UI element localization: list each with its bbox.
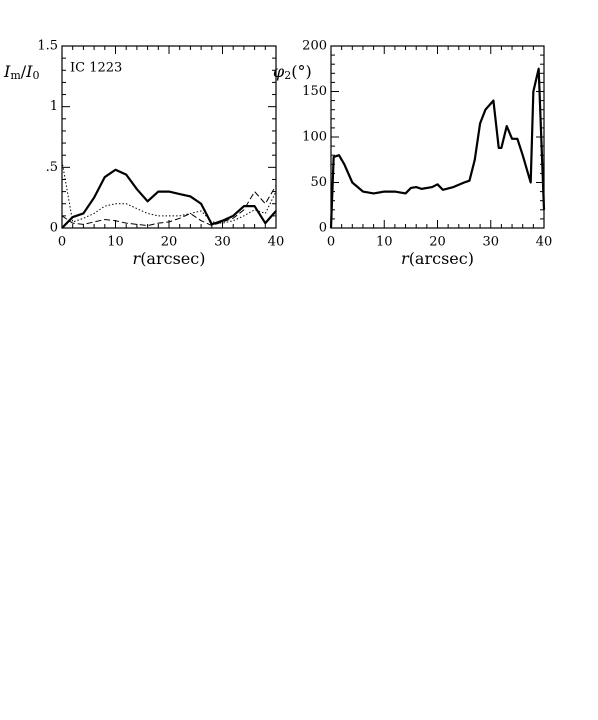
x-axis-label: r(arcsec) bbox=[133, 249, 206, 268]
y-tick-label: 0 bbox=[50, 221, 58, 236]
x-axis-label-part: r bbox=[401, 249, 410, 268]
y-tick-label: 100 bbox=[302, 130, 327, 145]
x-axis-label: r(arcsec) bbox=[401, 249, 474, 268]
x-axis-label-part: (arcsec) bbox=[140, 249, 205, 268]
x-tick-label: 20 bbox=[429, 235, 446, 250]
y-axis-label-part: 0 bbox=[32, 69, 39, 82]
y-tick-label: 200 bbox=[302, 39, 327, 54]
x-tick-label: 40 bbox=[268, 235, 285, 250]
y-tick-label: 50 bbox=[310, 175, 327, 190]
x-tick-label: 0 bbox=[58, 235, 66, 250]
y-tick-label: 1.5 bbox=[37, 39, 58, 54]
x-axis-label-part: r bbox=[133, 249, 142, 268]
y-axis-label-part: (°) bbox=[291, 62, 311, 81]
y-axis-label-part: I bbox=[25, 62, 33, 81]
x-axis-label-part: (arcsec) bbox=[409, 249, 474, 268]
y-axis-label: φ2(°) bbox=[273, 62, 312, 83]
y-axis-label-part: m bbox=[10, 69, 21, 82]
y-tick-label: 1 bbox=[50, 99, 58, 114]
y-axis-label: Im/I0 bbox=[3, 62, 39, 83]
data-line bbox=[61, 185, 277, 227]
plot-frame bbox=[61, 45, 277, 229]
x-tick-label: 40 bbox=[536, 235, 553, 250]
x-tick-label: 10 bbox=[376, 235, 393, 250]
y-tick-label: 0 bbox=[319, 221, 327, 236]
x-tick-label: 10 bbox=[107, 235, 124, 250]
data-line bbox=[61, 161, 277, 224]
plot-frame bbox=[330, 45, 545, 229]
data-line bbox=[61, 168, 277, 229]
y-axis-label-part: I bbox=[3, 62, 11, 81]
y-axis-label-part: / bbox=[21, 62, 27, 81]
y-tick-label: .5 bbox=[46, 160, 58, 175]
x-tick-label: 0 bbox=[327, 235, 335, 250]
x-tick-label: 20 bbox=[161, 235, 178, 250]
y-axis-label-part: φ bbox=[273, 62, 285, 81]
x-tick-label: 30 bbox=[214, 235, 231, 250]
annotation: IC 1223 bbox=[70, 61, 122, 76]
y-axis-label-part: 2 bbox=[284, 69, 291, 82]
panel: 0 50 100 150 200 0 10 20 30 40 φ2(°) r(arcsec) bbox=[273, 39, 552, 268]
y-tick-label: 150 bbox=[302, 84, 327, 99]
x-tick-label: 30 bbox=[482, 235, 499, 250]
data-line bbox=[329, 67, 546, 229]
